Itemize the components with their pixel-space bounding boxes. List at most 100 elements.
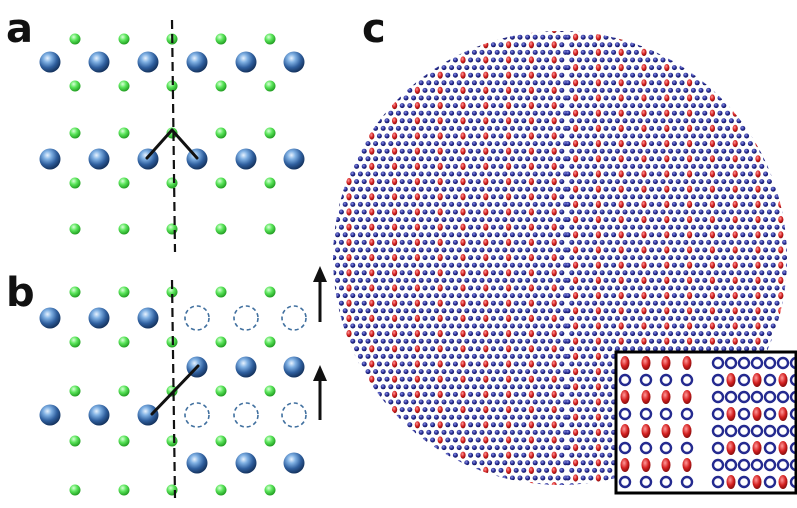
blue-atom <box>581 460 586 465</box>
blue-atom <box>626 156 631 161</box>
blue-atom <box>695 20 700 25</box>
blue-atom <box>449 278 454 283</box>
blue-atom <box>559 422 564 427</box>
blue-atom <box>339 149 344 154</box>
red-atom <box>552 163 557 170</box>
blue-atom <box>510 232 515 237</box>
blue-atom <box>358 217 363 222</box>
blue-atom <box>683 301 688 306</box>
red-atom <box>755 322 760 329</box>
red-atom <box>415 269 420 276</box>
blue-atom <box>653 240 658 245</box>
blue-atom <box>638 149 643 154</box>
blue-atom <box>499 422 504 427</box>
blue-atom <box>385 453 390 458</box>
small-atom <box>265 81 276 92</box>
blue-atom <box>358 354 363 359</box>
blue-atom <box>453 286 458 291</box>
blue-atom <box>607 179 612 184</box>
blue-atom <box>537 88 542 93</box>
blue-atom <box>472 232 477 237</box>
blue-atom <box>350 232 355 237</box>
blue-atom <box>366 476 371 481</box>
red-atom <box>460 269 465 276</box>
blue-atom <box>706 103 711 108</box>
blue-atom <box>480 65 485 70</box>
blue-atom <box>556 324 561 329</box>
red-atom <box>687 140 692 147</box>
blue-atom <box>725 80 730 85</box>
blue-atom <box>468 134 473 139</box>
blue-atom <box>362 134 367 139</box>
blue-atom <box>442 50 447 55</box>
blue-atom <box>566 263 571 268</box>
blue-atom <box>335 141 340 146</box>
blue-atom <box>718 65 723 70</box>
blue-atom <box>744 179 749 184</box>
blue-atom <box>385 179 390 184</box>
blue-atom <box>385 149 390 154</box>
blue-atom <box>786 35 791 40</box>
blue-atom <box>472 445 477 450</box>
blue-atom <box>396 354 401 359</box>
blue-atom <box>623 240 628 245</box>
blue-atom <box>366 308 371 313</box>
blue-atom <box>426 172 431 177</box>
blue-atom <box>763 50 768 55</box>
blue-atom <box>645 179 650 184</box>
blue-atom <box>718 35 723 40</box>
blue-atom <box>328 217 333 222</box>
blue-atom <box>683 88 688 93</box>
blue-atom <box>502 430 507 435</box>
blue-atom <box>577 392 582 397</box>
red-atom <box>392 421 397 428</box>
red-atom <box>415 239 420 246</box>
blue-atom <box>714 58 719 63</box>
blue-atom <box>407 286 412 291</box>
blue-atom <box>626 111 631 116</box>
blue-atom <box>548 20 553 25</box>
blue-atom <box>657 50 662 55</box>
blue-atom <box>626 217 631 222</box>
blue-atom <box>668 210 673 215</box>
blue-atom <box>476 377 481 382</box>
blue-atom <box>468 377 473 382</box>
red-atom <box>346 482 351 489</box>
blue-atom <box>683 118 688 123</box>
blue-atom <box>407 483 412 488</box>
blue-atom <box>566 96 571 101</box>
blue-atom <box>430 149 435 154</box>
blue-atom <box>645 134 650 139</box>
blue-atom <box>457 293 462 298</box>
blue-atom <box>525 20 530 25</box>
red-atom <box>778 94 783 101</box>
blue-atom <box>556 293 561 298</box>
red-atom <box>753 475 762 489</box>
red-atom <box>483 87 488 94</box>
blue-atom <box>487 263 492 268</box>
blue-atom <box>634 50 639 55</box>
blue-atom <box>721 270 726 275</box>
blue-atom <box>725 217 730 222</box>
blue-atom <box>449 65 454 70</box>
blue-atom <box>782 118 787 123</box>
blue-atom <box>548 278 553 283</box>
blue-atom <box>366 65 371 70</box>
blue-atom <box>472 339 477 344</box>
blue-atom <box>331 392 336 397</box>
blue-atom <box>630 225 635 230</box>
blue-atom <box>672 187 677 192</box>
blue-atom <box>544 149 549 154</box>
red-atom <box>573 155 578 162</box>
red-atom <box>641 140 646 147</box>
blue-atom <box>445 134 450 139</box>
blue-atom <box>626 126 631 131</box>
blue-atom <box>423 286 428 291</box>
blue-atom <box>430 118 435 123</box>
blue-atom <box>702 217 707 222</box>
blue-atom <box>748 293 753 298</box>
blue-atom <box>556 156 561 161</box>
blue-atom <box>604 445 609 450</box>
blue-atom <box>611 187 616 192</box>
blue-atom <box>581 324 586 329</box>
